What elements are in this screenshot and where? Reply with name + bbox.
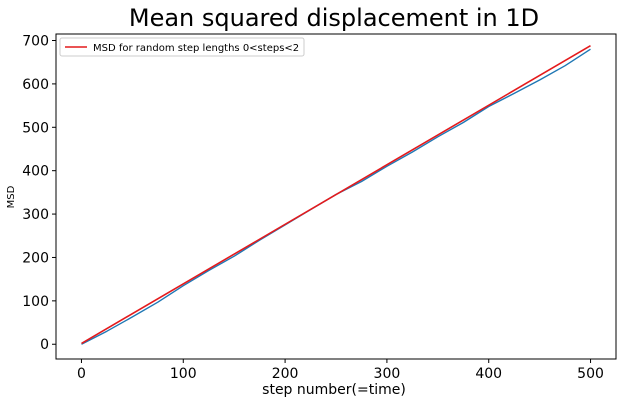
y-tick-label: 500 — [22, 120, 49, 136]
legend: MSD for random step lengths 0<steps<2 — [59, 37, 305, 57]
y-tick-label: 200 — [22, 250, 49, 266]
chart-title: Mean squared displacement in 1D — [129, 4, 539, 32]
y-tick-label: 400 — [22, 164, 49, 180]
x-tick-label: 100 — [170, 366, 197, 382]
y-tick-label: 0 — [40, 337, 49, 353]
series-line-measured — [81, 48, 591, 345]
y-tick-label: 700 — [22, 34, 49, 50]
series-line-fit — [81, 45, 591, 345]
series-layer — [81, 45, 591, 345]
legend-box — [59, 37, 305, 57]
y-axis-ticks: 0 100 200 300 400 500 600 700 — [22, 34, 56, 353]
y-tick-label: 300 — [22, 207, 49, 223]
x-tick-label: 0 — [77, 366, 86, 382]
x-tick-label: 500 — [577, 366, 604, 382]
x-axis-label: step number(=time) — [262, 382, 406, 398]
legend-entry-fit: MSD for random step lengths 0<steps<2 — [93, 43, 299, 54]
x-tick-label: 300 — [374, 366, 401, 382]
y-tick-label: 100 — [22, 294, 49, 310]
x-tick-label: 200 — [272, 366, 299, 382]
plot-frame — [55, 33, 617, 360]
y-axis-label: MSD — [6, 185, 17, 208]
plot-area: 0 100 200 300 400 500 0 100 200 300 400 500 600 700 — [22, 33, 617, 382]
y-tick-label: 600 — [22, 77, 49, 93]
x-axis-ticks: 0 100 200 300 400 500 — [77, 359, 604, 382]
x-tick-label: 400 — [475, 366, 502, 382]
